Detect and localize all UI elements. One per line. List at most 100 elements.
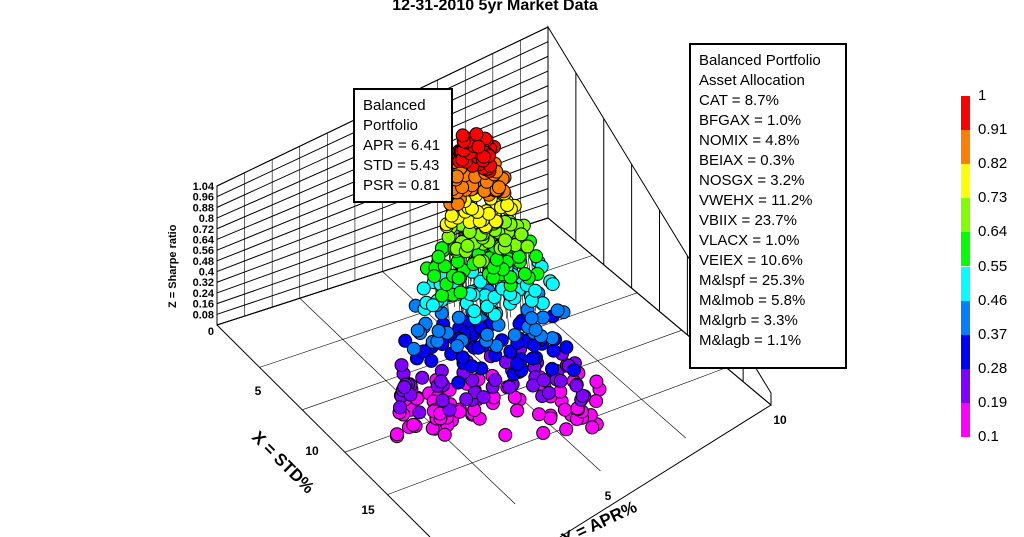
scatter-point xyxy=(488,372,503,387)
annotation-line: VBIIX = 23.7% xyxy=(699,212,797,229)
scatter-point xyxy=(397,380,412,395)
scatter-point xyxy=(455,350,470,365)
annotation-line: Portfolio xyxy=(363,117,419,134)
scatter-point xyxy=(520,239,535,254)
scatter-point xyxy=(502,380,517,395)
annotation-line: VEIEX = 10.6% xyxy=(699,252,803,269)
colorbar-segment xyxy=(961,402,970,437)
colorbar-label: 0.28 xyxy=(978,359,1008,377)
scatter-point xyxy=(415,370,430,385)
annotation-line: NOMIX = 4.8% xyxy=(699,132,800,149)
scatter-point xyxy=(545,361,559,376)
scatter-point xyxy=(465,373,480,388)
scatter-point xyxy=(480,327,495,342)
z-tick-label: 0.56 xyxy=(193,245,214,257)
scatter-point xyxy=(550,303,565,318)
scatter-point xyxy=(451,375,466,390)
colorbar-segment xyxy=(961,232,970,267)
scatter-point xyxy=(472,254,487,269)
scatter-point xyxy=(467,304,482,319)
scatter-point xyxy=(514,227,529,242)
z-tick-label: 0.72 xyxy=(193,224,214,236)
scatter-point xyxy=(434,374,448,389)
scatter-point xyxy=(451,310,466,325)
scatter-point xyxy=(476,390,491,405)
colorbar-label: 0.82 xyxy=(978,155,1008,173)
scatter-point xyxy=(559,422,574,437)
scatter-point xyxy=(528,322,543,337)
scatter-point xyxy=(435,393,450,408)
annotation-line: BEIAX = 0.3% xyxy=(699,152,795,169)
z-tick-label: 0.96 xyxy=(193,192,214,204)
colorbar-label: 0.73 xyxy=(978,189,1008,207)
scatter-point xyxy=(575,388,590,403)
scatter-point xyxy=(480,299,495,314)
scatter-point xyxy=(450,339,465,353)
colorbar-segment xyxy=(961,130,970,165)
z-tick-label: 0.8 xyxy=(199,213,214,225)
x-tick-labels: 5 10 15 xyxy=(255,384,375,517)
z-tick-label: 0.16 xyxy=(193,299,214,311)
colorbar-segment xyxy=(961,368,970,403)
z-tick-label: 0.64 xyxy=(193,234,215,246)
scatter-point xyxy=(492,180,506,195)
scatter-point xyxy=(450,197,465,212)
scatter-point xyxy=(425,298,440,313)
x-tick-label: 10 xyxy=(305,444,319,458)
colorbar-segment xyxy=(961,96,970,131)
scatter-point xyxy=(507,328,522,343)
scatter-point xyxy=(390,427,404,442)
balanced-portfolio-annotation: Balanced Portfolio APR = 6.41 STD = 5.43 PSR… xyxy=(353,88,453,203)
scatter-point xyxy=(453,285,468,300)
scatter-point xyxy=(589,394,604,409)
scatter-point xyxy=(398,333,413,348)
z-tick-label: 0.4 xyxy=(199,267,215,279)
z-tick-label: 1.04 xyxy=(193,181,215,193)
annotation-line: STD = 5.43 xyxy=(363,157,440,174)
annotation-line: M&lmob = 5.8% xyxy=(699,292,806,309)
y-tick-label: 10 xyxy=(773,413,787,427)
scatter-point xyxy=(460,238,475,253)
scatter-point xyxy=(553,373,568,388)
scatter-point xyxy=(529,249,544,264)
colorbar-segment xyxy=(961,164,970,199)
scatter-point xyxy=(464,359,479,374)
scatter-point xyxy=(557,402,572,417)
annotation-line: Balanced Portfolio xyxy=(699,52,821,69)
chart-title: 12-31-2010 5yr Market Data xyxy=(392,0,598,14)
scatter-point xyxy=(406,341,421,356)
scatter-point xyxy=(541,385,556,400)
scatter-point xyxy=(532,407,546,422)
colorbar-label: 0.91 xyxy=(978,121,1008,139)
scatter-point xyxy=(528,283,543,298)
scatter-point xyxy=(589,374,604,389)
scatter-point xyxy=(393,400,407,415)
scatter-point xyxy=(546,343,561,358)
colorbar-label: 0.64 xyxy=(978,223,1008,241)
annotation-line: CAT = 8.7% xyxy=(699,92,779,109)
colorbar-label: 0.37 xyxy=(978,325,1008,343)
scatter-point xyxy=(536,373,551,388)
scatter-point xyxy=(525,351,540,366)
scatter-point xyxy=(559,340,574,355)
annotation-line: PSR = 0.81 xyxy=(363,177,441,194)
scatter-point xyxy=(500,198,515,212)
scatter-point xyxy=(427,269,442,284)
annotation-line: APR = 6.41 xyxy=(363,137,441,154)
colorbar-segment xyxy=(961,300,970,335)
colorbar-label: 0.46 xyxy=(978,291,1008,309)
colorbar-label: 0.19 xyxy=(978,393,1008,411)
scatter-point xyxy=(536,426,551,440)
scatter-point xyxy=(412,405,427,420)
z-tick-labels: 1.040.960.880.80.720.640.560.480.40.320.… xyxy=(193,181,215,338)
scatter-points xyxy=(390,127,607,444)
scatter-point xyxy=(459,392,474,407)
x-tick-label: 15 xyxy=(361,503,375,517)
x-tick-label: 5 xyxy=(255,384,262,398)
colorbar-segment xyxy=(961,198,970,233)
y-axis-label: Y = APR% xyxy=(559,497,640,537)
annotation-line: M&lspf = 25.3% xyxy=(699,272,805,289)
y-tick-label: 5 xyxy=(605,489,612,503)
floor-front-edge xyxy=(559,404,772,537)
z-tick-label: 0.08 xyxy=(193,309,214,321)
